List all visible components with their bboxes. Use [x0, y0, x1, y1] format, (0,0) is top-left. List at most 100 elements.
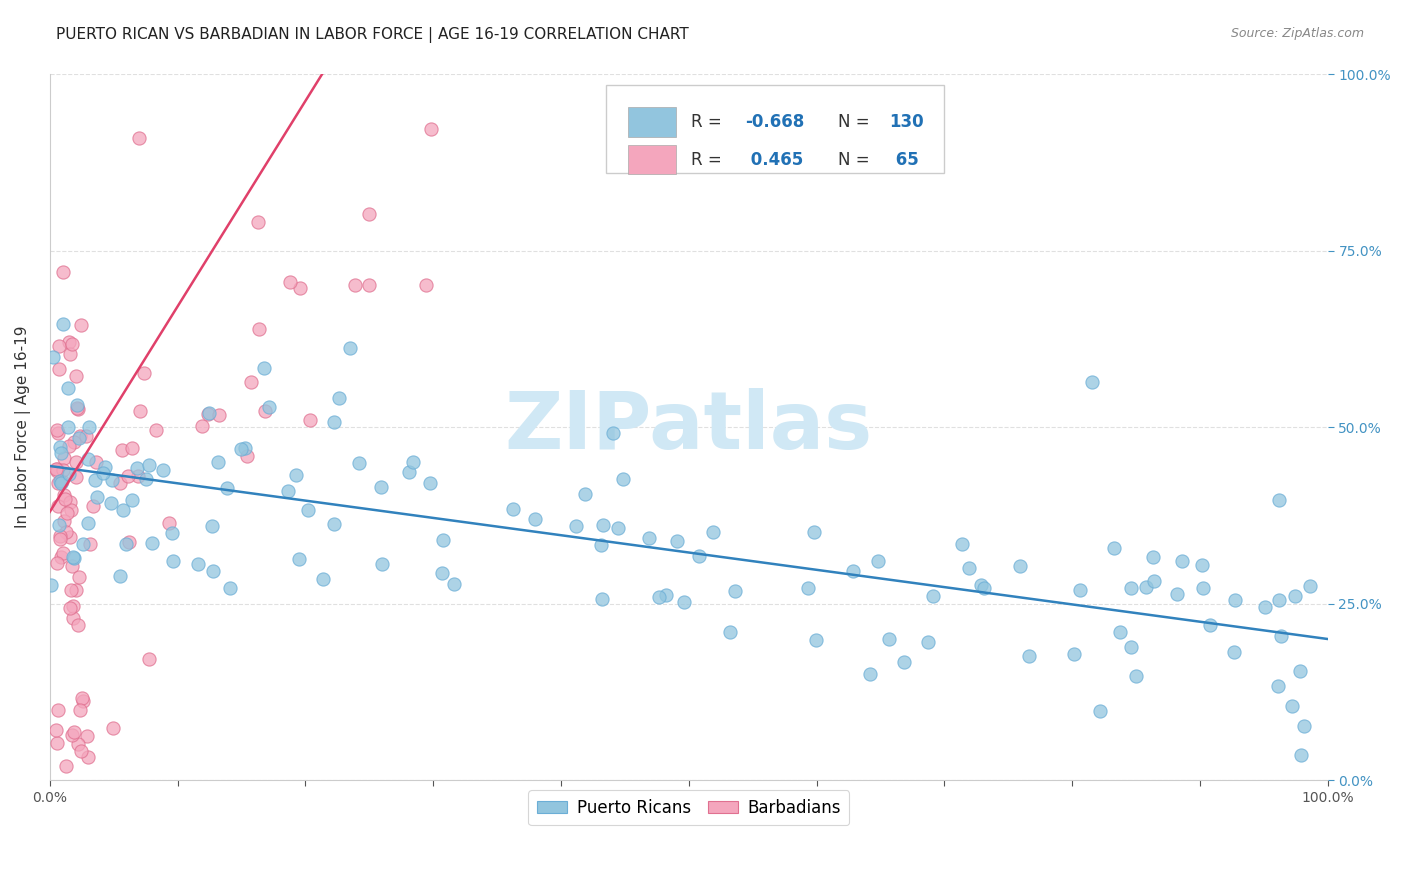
Point: [443, 577, 465, 591]
Point: [65, 368, 87, 383]
Point: [46, 499, 69, 513]
Point: [247, 215, 270, 229]
Point: [65, 455, 87, 469]
Point: [1063, 647, 1085, 661]
Point: [58, 439, 80, 453]
Point: [108, 476, 131, 491]
Point: [419, 475, 441, 490]
Point: [277, 484, 299, 499]
Point: [100, 473, 122, 487]
Point: [415, 278, 437, 293]
Bar: [627, 145, 676, 175]
Point: [1008, 559, 1031, 574]
Point: [67, 618, 90, 632]
Point: [42, 350, 65, 364]
Point: [357, 278, 380, 293]
Point: [607, 520, 630, 534]
Point: [125, 461, 148, 475]
Point: [1254, 599, 1277, 614]
Point: [565, 518, 588, 533]
Point: [69, 429, 91, 443]
Text: 65: 65: [890, 151, 918, 169]
Point: [45, 462, 67, 476]
Point: [202, 565, 225, 579]
Bar: [627, 107, 676, 137]
Point: [803, 525, 825, 540]
Point: [637, 531, 659, 545]
Point: [46, 425, 69, 440]
Point: [654, 589, 676, 603]
Point: [1170, 553, 1192, 567]
Point: [236, 449, 259, 463]
Point: [66, 401, 89, 415]
Point: [1281, 698, 1303, 713]
Point: [51, 475, 73, 490]
Text: 0.465: 0.465: [745, 151, 803, 169]
Point: [1294, 718, 1316, 732]
Point: [1119, 581, 1142, 595]
Point: [141, 536, 163, 550]
Point: [1284, 589, 1306, 603]
Point: [70, 318, 93, 332]
Point: [160, 526, 183, 541]
Point: [118, 535, 141, 549]
Text: -0.668: -0.668: [745, 113, 804, 131]
Point: [111, 503, 134, 517]
Point: [432, 533, 454, 547]
Point: [957, 561, 980, 575]
Point: [39, 578, 62, 592]
Point: [53, 491, 76, 506]
Point: [58, 467, 80, 482]
Point: [893, 656, 915, 670]
Text: N =: N =: [838, 113, 876, 131]
Point: [69, 743, 91, 757]
Point: [1166, 587, 1188, 601]
Legend: Puerto Ricans, Barbadians: Puerto Ricans, Barbadians: [529, 790, 849, 825]
Point: [48, 440, 70, 454]
Point: [77, 420, 100, 434]
Point: [219, 581, 242, 595]
Point: [191, 419, 214, 434]
FancyBboxPatch shape: [606, 85, 945, 173]
Point: [62, 549, 84, 564]
Point: [240, 375, 263, 389]
Point: [52, 450, 75, 465]
Point: [1267, 679, 1289, 693]
Point: [152, 462, 174, 476]
Point: [84, 473, 107, 487]
Point: [52, 463, 75, 477]
Point: [1192, 581, 1215, 595]
Point: [52, 514, 75, 528]
Text: R =: R =: [692, 113, 727, 131]
Point: [574, 487, 596, 501]
Point: [1191, 558, 1213, 573]
Point: [1109, 624, 1132, 639]
Point: [162, 554, 184, 568]
Point: [917, 635, 939, 649]
Point: [602, 426, 624, 441]
Point: [91, 467, 114, 481]
Point: [299, 413, 322, 427]
Point: [51, 446, 73, 460]
Point: [323, 516, 346, 531]
Text: 130: 130: [890, 113, 924, 131]
Point: [62, 559, 84, 574]
Point: [229, 442, 252, 456]
Point: [207, 408, 229, 422]
Point: [1199, 618, 1222, 632]
Point: [138, 458, 160, 473]
Point: [46, 735, 69, 749]
Point: [115, 537, 138, 551]
Point: [718, 625, 741, 640]
Point: [254, 404, 277, 418]
Point: [117, 469, 139, 483]
Point: [278, 275, 301, 289]
Point: [121, 493, 143, 508]
Point: [284, 468, 307, 483]
Point: [322, 415, 344, 429]
Point: [357, 207, 380, 221]
Point: [233, 441, 256, 455]
Point: [52, 545, 75, 559]
Point: [1291, 747, 1313, 762]
Point: [398, 465, 420, 479]
